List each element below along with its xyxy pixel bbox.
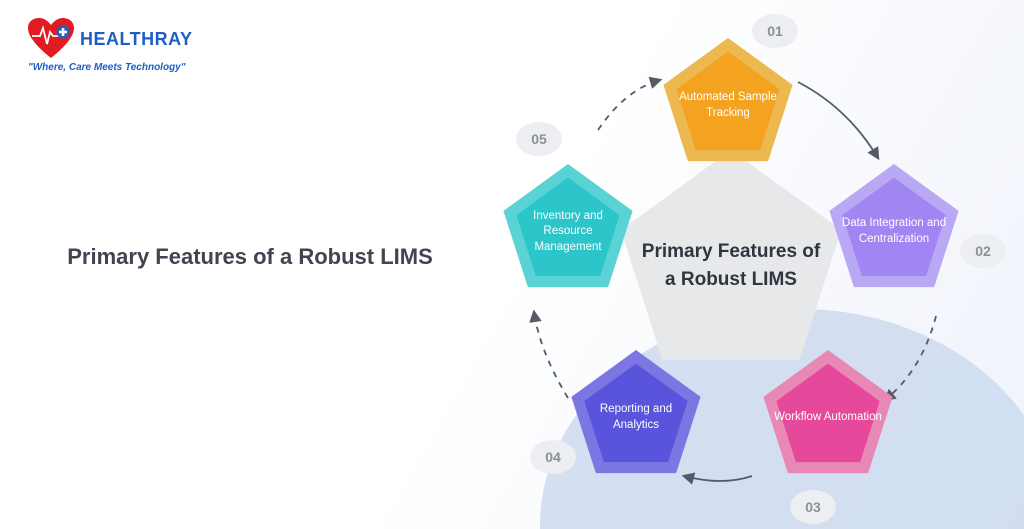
feature-label: Inventory and Resource Management	[500, 209, 636, 256]
flow-arrow	[598, 80, 660, 130]
logo: HEALTHRAY "Where, Care Meets Technology"	[28, 18, 228, 73]
number-badge-02: 02	[960, 234, 1006, 268]
tagline: "Where, Care Meets Technology"	[28, 62, 228, 73]
feature-label: Automated Sample Tracking	[660, 90, 796, 121]
center-pentagon: Primary Features of a Robust LIMS	[615, 150, 847, 382]
feature-pentagon-03: Workflow Automation	[760, 350, 896, 486]
center-title: Primary Features of a Robust LIMS	[615, 238, 847, 293]
feature-pentagon-02: Data Integration and Centralization	[826, 164, 962, 300]
heart-icon	[28, 18, 74, 60]
number-badge-03: 03	[790, 490, 836, 524]
brand-name: HEALTHRAY	[80, 29, 193, 50]
feature-label: Data Integration and Centralization	[826, 216, 962, 247]
page-title: Primary Features of a Robust LIMS	[60, 240, 440, 273]
flow-arrow	[534, 312, 568, 398]
feature-pentagon-05: Inventory and Resource Management	[500, 164, 636, 300]
feature-pentagon-01: Automated Sample Tracking	[660, 38, 796, 174]
diagram-stage: Primary Features of a Robust LIMS Automa…	[460, 0, 1000, 529]
flow-arrow	[798, 82, 878, 158]
number-badge-04: 04	[530, 440, 576, 474]
number-badge-05: 05	[516, 122, 562, 156]
feature-label: Workflow Automation	[764, 410, 892, 426]
feature-label: Reporting and Analytics	[568, 402, 704, 433]
number-badge-01: 01	[752, 14, 798, 48]
feature-pentagon-04: Reporting and Analytics	[568, 350, 704, 486]
